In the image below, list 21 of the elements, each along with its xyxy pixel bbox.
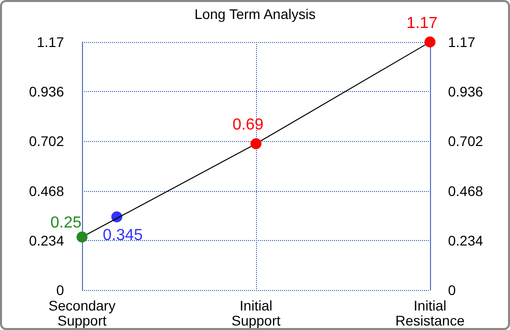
point xyxy=(424,36,436,48)
point xyxy=(76,232,88,243)
y2-tick-label: 0.936 xyxy=(448,84,484,100)
chart-title: Long Term Analysis xyxy=(194,6,316,22)
data-label: 1.17 xyxy=(406,15,438,32)
y2-tick-label: 1.17 xyxy=(448,34,476,50)
y2-tick-label: 0.468 xyxy=(448,182,484,199)
y-tick-label: 0.702 xyxy=(28,133,64,150)
data-label: 0.25 xyxy=(50,214,82,232)
y-tick-label: 0.234 xyxy=(28,232,64,248)
point xyxy=(250,138,262,150)
y-tick-label: 0.468 xyxy=(28,182,64,199)
y2-tick-label: 0.702 xyxy=(448,133,484,150)
y-tick-label: 0.936 xyxy=(28,84,64,100)
x-tick-label: Initial Resistance xyxy=(395,298,465,328)
y2-tick-label: 0 xyxy=(448,282,456,298)
y-tick-label: 1.17 xyxy=(36,34,64,50)
data-label: 0.345 xyxy=(102,226,143,244)
y2-tick-label: 0.234 xyxy=(448,232,484,248)
y-tick-label: 0 xyxy=(56,282,64,298)
data-label: 0.69 xyxy=(232,116,264,134)
